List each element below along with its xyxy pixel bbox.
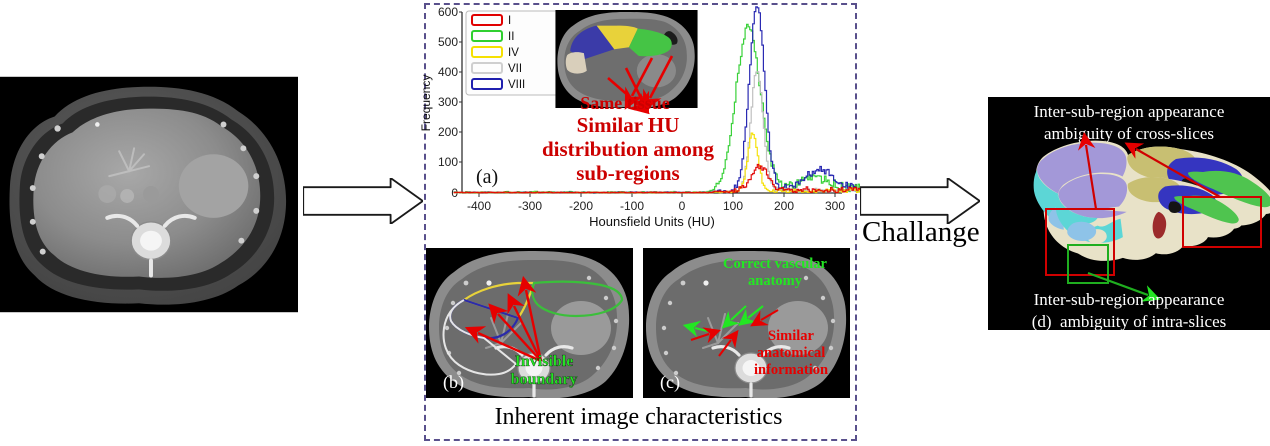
svg-text:I: I — [508, 15, 511, 27]
svg-text:600: 600 — [438, 5, 458, 19]
svg-text:300: 300 — [438, 95, 458, 109]
svg-text:sub-regions: sub-regions — [576, 161, 679, 185]
svg-text:Similar: Similar — [768, 328, 814, 344]
svg-text:information: information — [754, 362, 828, 378]
svg-text:boundary: boundary — [511, 371, 578, 388]
svg-text:anatomy: anatomy — [748, 273, 803, 289]
svg-text:400: 400 — [438, 65, 458, 79]
svg-text:Same tissue: Same tissue — [580, 93, 670, 113]
svg-text:(b): (b) — [443, 372, 464, 393]
svg-text:(a): (a) — [476, 166, 498, 188]
svg-text:ambiguity of cross-slices: ambiguity of cross-slices — [1044, 124, 1214, 143]
svg-text:0: 0 — [679, 199, 686, 213]
svg-text:Similar HU: Similar HU — [577, 113, 680, 137]
svg-text:-100: -100 — [620, 199, 644, 213]
svg-text:VIII: VIII — [508, 79, 525, 91]
svg-text:200: 200 — [438, 125, 458, 139]
svg-text:-400: -400 — [467, 199, 491, 213]
svg-text:distribution among: distribution among — [542, 137, 715, 161]
svg-text:-300: -300 — [518, 199, 542, 213]
svg-text:II: II — [508, 31, 514, 43]
svg-text:IV: IV — [508, 47, 519, 59]
svg-text:anatomical: anatomical — [757, 345, 825, 361]
svg-text:Inter-sub-region appearance: Inter-sub-region appearance — [1034, 290, 1225, 309]
svg-text:Frequency: Frequency — [420, 75, 433, 132]
svg-text:(c): (c) — [660, 372, 680, 393]
svg-text:-200: -200 — [569, 199, 593, 213]
svg-text:Inter-sub-region appearance: Inter-sub-region appearance — [1034, 102, 1225, 121]
svg-text:VII: VII — [508, 63, 522, 75]
svg-text:100: 100 — [723, 199, 743, 213]
svg-text:(d) ambiguity of intra-slices: (d) ambiguity of intra-slices — [1032, 312, 1227, 330]
svg-text:100: 100 — [438, 155, 458, 169]
svg-text:200: 200 — [774, 199, 794, 213]
svg-text:500: 500 — [438, 35, 458, 49]
svg-text:Correct vascular: Correct vascular — [723, 256, 828, 272]
svg-text:Hounsfield Units (HU): Hounsfield Units (HU) — [589, 214, 715, 229]
svg-text:300: 300 — [825, 199, 845, 213]
svg-text:Invisible: Invisible — [515, 353, 574, 370]
